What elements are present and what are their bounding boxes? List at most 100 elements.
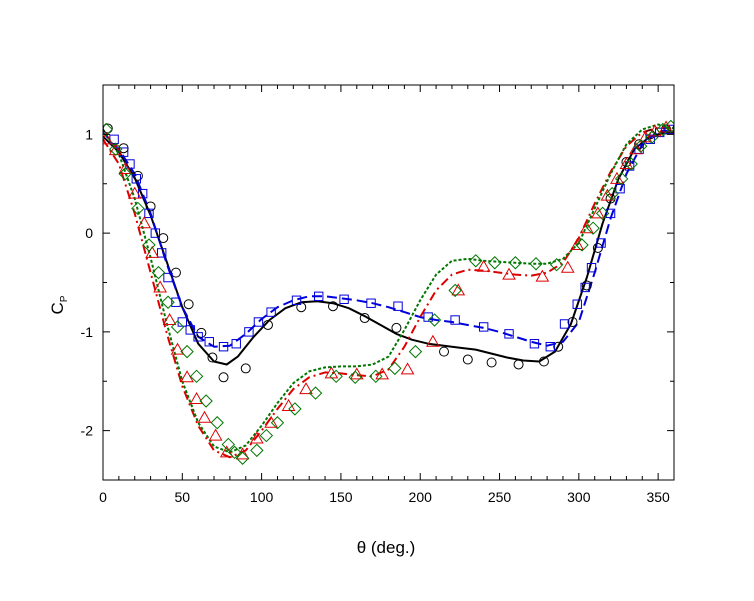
marker-circle	[567, 317, 578, 327]
marker-square	[204, 337, 214, 347]
marker-circle	[439, 346, 450, 357]
marker-square	[645, 134, 655, 145]
marker-square	[615, 183, 625, 194]
marker-square	[144, 208, 154, 219]
marker-square	[450, 315, 460, 325]
marker-triangle	[153, 280, 167, 293]
series-line-2	[103, 126, 674, 459]
x-tick-label: 50	[175, 489, 191, 505]
marker-circle	[327, 301, 338, 312]
marker-triangle	[600, 188, 615, 201]
marker-triangle	[180, 370, 194, 383]
marker-diamond	[199, 394, 213, 408]
series-line-3	[103, 123, 674, 454]
marker-square	[177, 317, 188, 327]
marker-square	[572, 299, 582, 309]
marker-diamond	[161, 295, 175, 309]
marker-diamond	[221, 437, 236, 452]
marker-square	[504, 329, 514, 339]
marker-diamond	[180, 344, 194, 359]
marker-square	[393, 301, 403, 311]
marker-circle	[145, 201, 156, 212]
marker-triangle	[400, 362, 415, 375]
marker-triangle	[570, 237, 585, 250]
marker-square	[131, 174, 142, 184]
marker-circle	[296, 302, 307, 313]
marker-triangle	[197, 410, 212, 423]
plot-frame	[102, 84, 675, 481]
marker-triangle	[502, 267, 516, 280]
ticks-layer: 0 50 100 150 200 250 300 350 1 0 -1 -2	[81, 84, 675, 505]
marker-circle	[170, 267, 181, 278]
series-line-1	[103, 129, 674, 348]
marker-circle	[359, 313, 370, 324]
y-axis-title-main: C	[48, 302, 67, 314]
marker-circle	[183, 299, 194, 310]
marker-diamond	[210, 416, 224, 430]
series-layer	[103, 119, 674, 465]
marker-square	[171, 297, 181, 307]
marker-diamond	[388, 361, 402, 376]
x-tick-label: 250	[488, 489, 512, 505]
marker-triangle	[137, 216, 152, 229]
marker-triangle	[535, 269, 550, 282]
marker-square	[624, 161, 635, 171]
marker-square	[244, 327, 254, 337]
marker-square	[529, 339, 540, 349]
marker-diamond	[427, 313, 442, 327]
marker-circle	[581, 280, 592, 291]
marker-diamond	[508, 256, 523, 270]
marker-diamond	[108, 142, 123, 156]
marker-circle	[207, 352, 218, 363]
marker-triangle	[579, 221, 594, 234]
x-axis-title: θ (deg.)	[357, 538, 416, 557]
marker-square	[291, 295, 302, 305]
svg-text:CP: CP	[48, 295, 70, 314]
x-tick-label: 0	[99, 489, 107, 505]
marker-diamond	[103, 122, 113, 137]
marker-triangle	[170, 342, 185, 355]
marker-square	[366, 298, 376, 308]
marker-diamond	[656, 122, 670, 137]
marker-diamond	[595, 206, 610, 221]
y-tick-label: -2	[81, 423, 94, 439]
marker-square	[478, 322, 489, 332]
marker-triangle	[591, 206, 605, 219]
marker-circle	[538, 356, 549, 367]
x-tick-label: 200	[409, 489, 433, 505]
marker-circle	[262, 319, 273, 330]
marker-triangle	[619, 156, 634, 169]
marker-square	[231, 339, 241, 349]
marker-diamond	[308, 386, 323, 400]
series-line-0	[103, 131, 674, 366]
marker-diamond	[624, 157, 638, 171]
marker-diamond	[259, 428, 274, 443]
marker-square	[218, 341, 229, 352]
y-tick-label: 0	[85, 225, 93, 241]
marker-circle	[240, 363, 251, 374]
marker-circle	[553, 341, 564, 352]
marker-triangle	[426, 334, 440, 347]
marker-circle	[391, 322, 402, 333]
marker-triangle	[118, 161, 133, 174]
x-tick-label: 100	[250, 489, 274, 505]
marker-triangle	[127, 186, 142, 199]
marker-diamond	[645, 130, 659, 145]
marker-triangle	[208, 428, 223, 441]
marker-square	[580, 282, 590, 293]
marker-square	[253, 317, 264, 327]
marker-triangle	[145, 245, 160, 258]
marker-diamond	[118, 167, 132, 181]
marker-diamond	[348, 370, 362, 385]
marker-diamond	[369, 369, 383, 384]
y-tick-label: -1	[81, 324, 94, 340]
y-axis-title: CP	[48, 295, 70, 314]
marker-diamond	[408, 344, 423, 359]
marker-diamond	[633, 139, 648, 153]
marker-diamond	[605, 186, 619, 201]
marker-diamond	[488, 256, 502, 270]
marker-diamond	[529, 257, 543, 271]
marker-diamond	[250, 443, 264, 458]
marker-diamond	[270, 416, 285, 430]
marker-triangle	[451, 283, 466, 296]
